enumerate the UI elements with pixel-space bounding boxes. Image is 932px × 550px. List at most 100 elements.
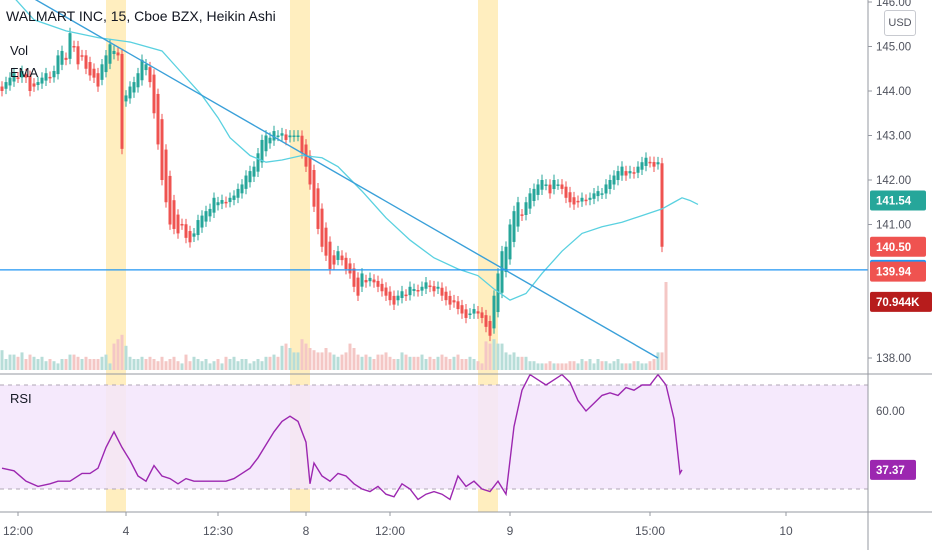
indicator-ema-label[interactable]: EMA — [10, 65, 39, 80]
volume-bar — [48, 359, 52, 370]
candle-body — [404, 294, 408, 297]
y-tick-label: 144.00 — [876, 86, 911, 98]
volume-bar — [248, 363, 252, 370]
candle-body — [504, 246, 508, 272]
price-tag-label: 70.944K — [876, 297, 920, 309]
candle-body — [448, 295, 452, 305]
volume-bar — [304, 343, 308, 370]
volume-bar — [316, 352, 320, 370]
volume-bar — [280, 345, 284, 370]
volume-bar — [424, 359, 428, 370]
volume-bar — [644, 363, 648, 370]
candle-body — [268, 137, 272, 144]
volume-bar — [264, 356, 268, 370]
volume-bar — [272, 354, 276, 370]
candle-body — [340, 255, 344, 261]
candle-body — [60, 50, 64, 65]
candle-body — [312, 170, 316, 207]
candle-body — [524, 202, 528, 215]
volume-bar — [552, 363, 556, 370]
candle-body — [288, 135, 292, 138]
volume-bar — [556, 363, 560, 370]
volume-bar — [60, 359, 64, 370]
candle-body — [284, 134, 288, 140]
candles[interactable] — [0, 27, 664, 342]
volume-bar — [320, 352, 324, 370]
candle-body — [184, 224, 188, 238]
volume-bar — [180, 363, 184, 370]
volume-bar — [508, 354, 512, 370]
candle-body — [80, 55, 84, 57]
candle-body — [320, 208, 324, 247]
candle-body — [104, 55, 108, 73]
candle-body — [332, 255, 336, 265]
candle-body — [76, 46, 80, 65]
candle-body — [520, 214, 524, 216]
candle-body — [220, 200, 224, 204]
y-tick-label: 145.00 — [876, 42, 911, 54]
candle-body — [96, 73, 100, 87]
price-tag — [870, 261, 926, 282]
volume-bar — [200, 361, 204, 370]
currency-button[interactable]: USD — [884, 10, 916, 36]
candle-body — [360, 273, 364, 287]
candle-body — [72, 46, 76, 48]
price-tag-label: 139.94 — [876, 267, 912, 279]
candle-body — [652, 162, 656, 167]
volume-bar — [268, 356, 272, 370]
volume-bar — [456, 354, 460, 370]
candle-body — [336, 251, 340, 260]
candle-body — [604, 184, 608, 194]
volume-bar — [64, 359, 68, 370]
candle-body — [484, 315, 488, 327]
volume-bar — [92, 359, 96, 370]
candle-body — [656, 162, 660, 165]
candle-body — [608, 180, 612, 189]
volume-bar — [72, 354, 76, 370]
candle-body — [456, 301, 460, 310]
volume-bar — [4, 359, 8, 370]
candle-body — [224, 201, 228, 204]
volume-bar — [428, 356, 432, 370]
ema-line — [15, 0, 699, 301]
candle-body — [68, 33, 72, 59]
candle-body — [384, 287, 388, 296]
volume-bar — [232, 356, 236, 370]
candle-body — [376, 280, 380, 287]
volume-bar — [560, 363, 564, 370]
volume-bar — [612, 361, 616, 370]
volume-bar — [104, 354, 108, 370]
volume-bar — [576, 363, 580, 370]
volume-bar — [324, 348, 328, 370]
candle-body — [296, 135, 300, 137]
candle-body — [88, 62, 92, 76]
price-tag — [870, 236, 926, 257]
volume-bar — [440, 354, 444, 370]
candle-body — [344, 257, 348, 269]
candle-body — [20, 70, 24, 78]
volume-bar — [124, 345, 128, 370]
volume-bar — [204, 359, 208, 370]
candle-body — [236, 188, 240, 198]
candle-body — [500, 251, 504, 293]
candle-body — [308, 155, 312, 185]
candle-body — [240, 184, 244, 194]
candle-body — [564, 186, 568, 198]
volume-bar — [20, 352, 24, 370]
candle-body — [368, 277, 372, 282]
indicator-rsi-label[interactable]: RSI — [10, 391, 32, 406]
candle-body — [8, 77, 12, 86]
candle-body — [544, 184, 548, 186]
candle-body — [648, 161, 652, 164]
volume-bar — [492, 339, 496, 370]
volume-bar — [16, 356, 20, 370]
candle-body — [440, 287, 444, 296]
y-tick-label: 141.00 — [876, 220, 911, 232]
volume-bar — [112, 343, 116, 370]
candle-body — [176, 214, 180, 234]
volume-bar — [504, 352, 508, 370]
volume-bar — [192, 356, 196, 370]
candle-body — [144, 64, 148, 71]
indicator-vol-label[interactable]: Vol — [10, 43, 29, 58]
